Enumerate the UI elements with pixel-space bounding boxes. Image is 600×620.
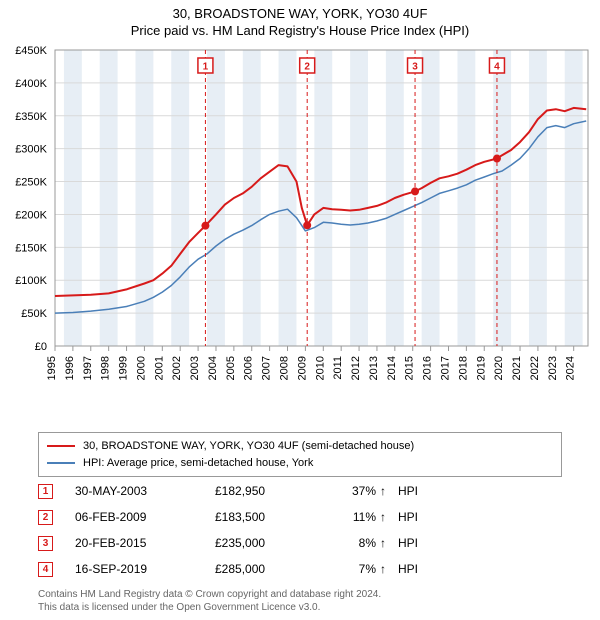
sale-price-2: £183,500: [215, 510, 325, 524]
title-sub: Price paid vs. HM Land Registry's House …: [0, 23, 600, 38]
footer: Contains HM Land Registry data © Crown c…: [38, 588, 562, 614]
svg-text:2015: 2015: [404, 356, 416, 380]
legend-swatch-hpi: [47, 462, 75, 464]
sale-pct-2: 11%: [325, 510, 380, 524]
svg-text:2: 2: [304, 62, 310, 73]
chart-container: 30, BROADSTONE WAY, YORK, YO30 4UF Price…: [0, 0, 600, 620]
svg-text:2005: 2005: [225, 356, 237, 380]
svg-text:2012: 2012: [350, 356, 362, 380]
svg-text:2011: 2011: [332, 356, 344, 380]
sale-ref-3: HPI: [398, 536, 438, 550]
svg-text:£200K: £200K: [15, 209, 47, 221]
sales-table: 1 30-MAY-2003 £182,950 37% ↑ HPI 2 06-FE…: [38, 478, 562, 582]
sale-date-3: 20-FEB-2015: [75, 536, 215, 550]
svg-text:£350K: £350K: [15, 111, 47, 123]
up-arrow-icon: ↑: [380, 484, 398, 498]
sale-price-3: £235,000: [215, 536, 325, 550]
legend-label-property: 30, BROADSTONE WAY, YORK, YO30 4UF (semi…: [83, 438, 414, 455]
legend-row-property: 30, BROADSTONE WAY, YORK, YO30 4UF (semi…: [47, 438, 553, 455]
sale-ref-1: HPI: [398, 484, 438, 498]
svg-text:2004: 2004: [207, 356, 219, 380]
sales-row-4: 4 16-SEP-2019 £285,000 7% ↑ HPI: [38, 556, 562, 582]
svg-text:£300K: £300K: [15, 144, 47, 156]
svg-text:2000: 2000: [135, 356, 147, 380]
footer-line-1: Contains HM Land Registry data © Crown c…: [38, 588, 562, 601]
svg-text:£450K: £450K: [15, 45, 47, 57]
svg-text:1998: 1998: [100, 356, 112, 380]
title-main: 30, BROADSTONE WAY, YORK, YO30 4UF: [0, 6, 600, 21]
svg-text:4: 4: [494, 62, 500, 73]
svg-text:2003: 2003: [189, 356, 201, 380]
up-arrow-icon: ↑: [380, 536, 398, 550]
svg-text:2018: 2018: [457, 356, 469, 380]
sale-ref-2: HPI: [398, 510, 438, 524]
svg-text:2006: 2006: [243, 356, 255, 380]
svg-text:2013: 2013: [368, 356, 380, 380]
sale-price-4: £285,000: [215, 562, 325, 576]
svg-text:2001: 2001: [153, 356, 165, 380]
sales-row-2: 2 06-FEB-2009 £183,500 11% ↑ HPI: [38, 504, 562, 530]
svg-text:1996: 1996: [64, 356, 76, 380]
titles: 30, BROADSTONE WAY, YORK, YO30 4UF Price…: [0, 0, 600, 38]
sales-row-3: 3 20-FEB-2015 £235,000 8% ↑ HPI: [38, 530, 562, 556]
legend-row-hpi: HPI: Average price, semi-detached house,…: [47, 455, 553, 472]
svg-text:£400K: £400K: [15, 78, 47, 90]
svg-text:1: 1: [203, 62, 209, 73]
svg-text:2022: 2022: [529, 356, 541, 380]
sale-pct-1: 37%: [325, 484, 380, 498]
svg-text:3: 3: [412, 62, 418, 73]
svg-text:2023: 2023: [547, 356, 559, 380]
legend-label-hpi: HPI: Average price, semi-detached house,…: [83, 455, 313, 472]
svg-text:2009: 2009: [296, 356, 308, 380]
svg-text:£250K: £250K: [15, 177, 47, 189]
svg-text:1999: 1999: [118, 356, 130, 380]
up-arrow-icon: ↑: [380, 562, 398, 576]
svg-text:2024: 2024: [565, 356, 577, 380]
sale-marker-1: 1: [38, 484, 53, 499]
legend-swatch-property: [47, 445, 75, 447]
svg-text:2008: 2008: [279, 356, 291, 380]
sale-date-2: 06-FEB-2009: [75, 510, 215, 524]
svg-text:1997: 1997: [82, 356, 94, 380]
svg-text:2002: 2002: [171, 356, 183, 380]
svg-text:2021: 2021: [511, 356, 523, 380]
sale-marker-2: 2: [38, 510, 53, 525]
chart-svg: £0 £50K £100K £150K £200K £250K £300K £350K £400…: [0, 44, 600, 424]
sales-row-1: 1 30-MAY-2003 £182,950 37% ↑ HPI: [38, 478, 562, 504]
footer-line-2: This data is licensed under the Open Gov…: [38, 601, 562, 614]
sale-pct-3: 8%: [325, 536, 380, 550]
svg-text:£50K: £50K: [21, 308, 47, 320]
svg-text:£0: £0: [35, 341, 47, 353]
svg-text:2020: 2020: [493, 356, 505, 380]
sale-price-1: £182,950: [215, 484, 325, 498]
sale-marker-3: 3: [38, 536, 53, 551]
svg-text:2010: 2010: [314, 356, 326, 380]
sale-date-1: 30-MAY-2003: [75, 484, 215, 498]
sale-ref-4: HPI: [398, 562, 438, 576]
svg-text:1995: 1995: [46, 356, 58, 380]
sale-pct-4: 7%: [325, 562, 380, 576]
svg-text:2019: 2019: [475, 356, 487, 380]
sale-marker-4: 4: [38, 562, 53, 577]
up-arrow-icon: ↑: [380, 510, 398, 524]
chart: £0 £50K £100K £150K £200K £250K £300K £350K £400…: [0, 44, 600, 424]
legend: 30, BROADSTONE WAY, YORK, YO30 4UF (semi…: [38, 432, 562, 477]
svg-text:2017: 2017: [439, 356, 451, 380]
svg-text:£100K: £100K: [15, 275, 47, 287]
svg-text:2014: 2014: [386, 356, 398, 380]
sale-date-4: 16-SEP-2019: [75, 562, 215, 576]
svg-text:2016: 2016: [422, 356, 434, 380]
svg-text:2007: 2007: [261, 356, 273, 380]
svg-text:£150K: £150K: [15, 242, 47, 254]
